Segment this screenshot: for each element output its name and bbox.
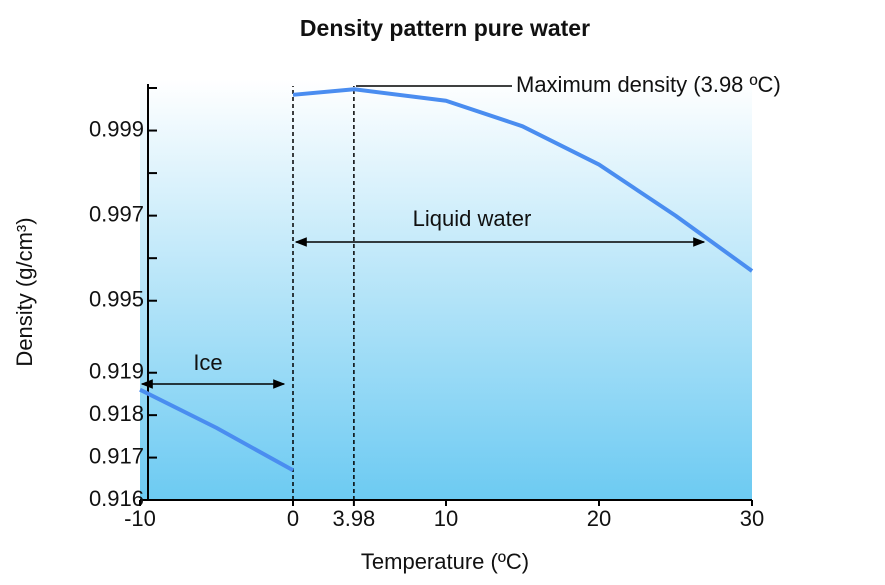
y-tick-label: 0.916 [89, 486, 144, 511]
y-axis-label: Density (g/cm³) [12, 217, 37, 366]
y-tick-label: 0.917 [89, 443, 144, 468]
x-tick-label: 10 [434, 506, 458, 531]
chart-title: Density pattern pure water [300, 15, 590, 41]
annotation: Ice [193, 350, 222, 375]
x-tick-label: -10 [124, 506, 156, 531]
x-tick-label: 20 [587, 506, 611, 531]
annotation: Maximum density (3.98 ºC) [516, 72, 781, 97]
y-tick-label: 0.997 [89, 201, 144, 226]
x-tick-label: 3.98 [332, 506, 375, 531]
y-tick-label: 0.999 [89, 116, 144, 141]
x-tick-label: 30 [740, 506, 764, 531]
y-tick-label: 0.918 [89, 401, 144, 426]
y-tick-label: 0.995 [89, 287, 144, 312]
data-line [292, 87, 754, 273]
plot-background [140, 80, 752, 500]
annotation: Liquid water [413, 206, 532, 231]
x-tick-label: 0 [287, 506, 299, 531]
data-line [139, 387, 294, 473]
x-axis-label: Temperature (ºC) [361, 549, 529, 574]
y-tick-label: 0.919 [89, 359, 144, 384]
